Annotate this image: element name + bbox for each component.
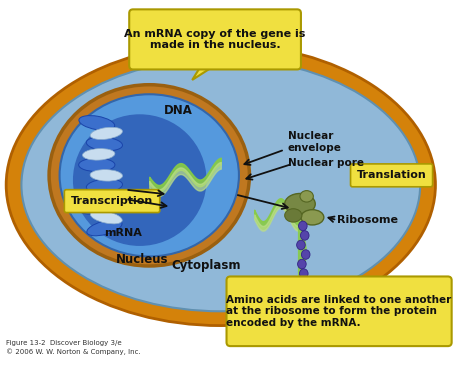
Ellipse shape bbox=[301, 288, 309, 297]
Ellipse shape bbox=[285, 193, 315, 215]
Ellipse shape bbox=[87, 220, 122, 236]
FancyBboxPatch shape bbox=[351, 164, 433, 187]
Ellipse shape bbox=[86, 179, 122, 193]
Text: Nuclear pore: Nuclear pore bbox=[288, 158, 364, 168]
Ellipse shape bbox=[296, 278, 304, 288]
Ellipse shape bbox=[79, 116, 115, 130]
Text: Translation: Translation bbox=[357, 170, 427, 180]
Ellipse shape bbox=[285, 209, 302, 222]
Text: An mRNA copy of the gene is
made in the nucleus.: An mRNA copy of the gene is made in the … bbox=[124, 28, 306, 50]
Ellipse shape bbox=[49, 85, 249, 266]
Ellipse shape bbox=[82, 149, 115, 160]
Ellipse shape bbox=[298, 259, 306, 269]
Ellipse shape bbox=[90, 127, 122, 139]
Ellipse shape bbox=[91, 211, 122, 224]
Text: Nuclear
envelope: Nuclear envelope bbox=[288, 131, 341, 153]
Ellipse shape bbox=[21, 58, 420, 311]
FancyBboxPatch shape bbox=[227, 276, 452, 346]
Ellipse shape bbox=[79, 200, 115, 214]
Text: Figure 13-2  Discover Biology 3/e
© 2006 W. W. Norton & Company, Inc.: Figure 13-2 Discover Biology 3/e © 2006 … bbox=[6, 339, 141, 354]
Ellipse shape bbox=[73, 114, 207, 246]
Ellipse shape bbox=[301, 250, 310, 259]
Ellipse shape bbox=[300, 191, 313, 202]
Text: DNA: DNA bbox=[164, 104, 192, 117]
Ellipse shape bbox=[300, 269, 308, 278]
Text: Amino acids are linked to one another
at the ribosome to form the protein
encode: Amino acids are linked to one another at… bbox=[227, 295, 452, 328]
Ellipse shape bbox=[79, 158, 115, 172]
FancyBboxPatch shape bbox=[129, 9, 301, 69]
Text: Transcription: Transcription bbox=[71, 196, 153, 206]
Ellipse shape bbox=[299, 221, 307, 231]
Ellipse shape bbox=[301, 231, 309, 240]
Ellipse shape bbox=[60, 94, 239, 257]
Text: Ribosome: Ribosome bbox=[337, 215, 398, 225]
Ellipse shape bbox=[82, 190, 115, 202]
Ellipse shape bbox=[86, 137, 122, 151]
Ellipse shape bbox=[90, 170, 123, 181]
Ellipse shape bbox=[297, 240, 305, 250]
Ellipse shape bbox=[6, 44, 436, 326]
Text: Cytoplasm: Cytoplasm bbox=[172, 260, 241, 272]
Polygon shape bbox=[192, 65, 216, 80]
Ellipse shape bbox=[301, 210, 324, 225]
Text: Nucleus: Nucleus bbox=[116, 253, 169, 266]
Text: mRNA: mRNA bbox=[105, 228, 142, 238]
FancyBboxPatch shape bbox=[64, 190, 160, 212]
